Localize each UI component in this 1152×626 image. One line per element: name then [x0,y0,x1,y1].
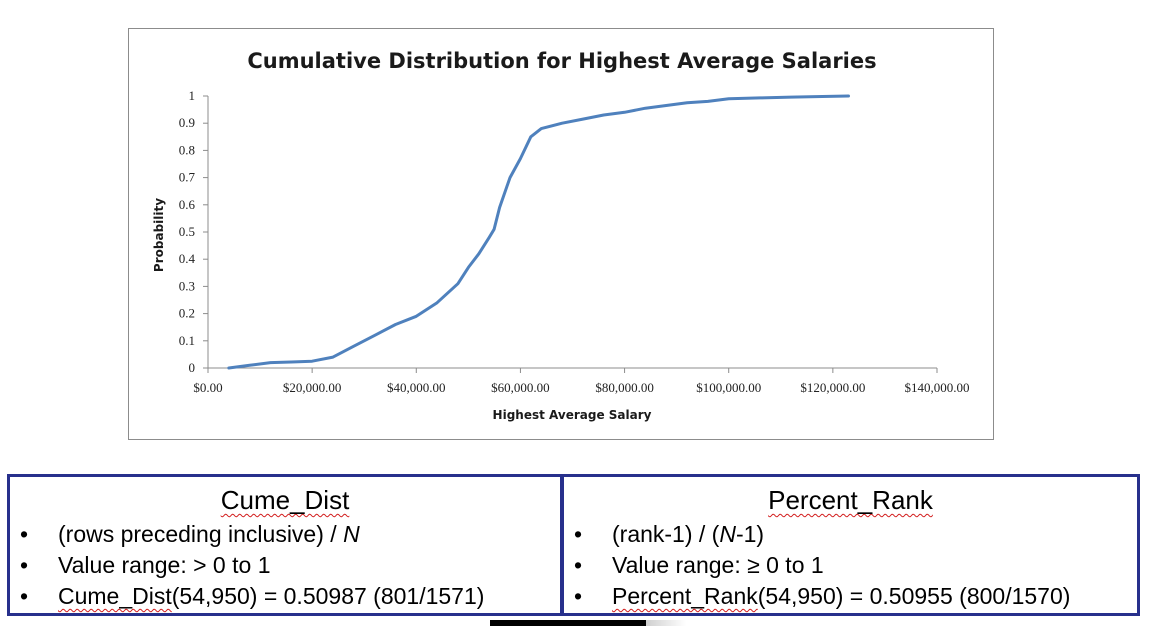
slide-edge-bar [490,620,646,626]
percent-rank-title: Percent_Rank [768,485,933,515]
cume-dist-box: Cume_Dist • (rows preceding inclusive) / … [7,474,563,616]
list-item: • Percent_Rank(54,950) = 0.50955 (800/157… [570,581,1070,612]
chart-container: Cumulative Distribution for Highest Aver… [128,28,994,440]
list-item: • Value range: ≥ 0 to 1 [570,550,1070,581]
percent-rank-box: Percent_Rank • (rank-1) / (N-1) • Value ra… [561,474,1140,616]
series-group [227,94,850,370]
y-tick-label: 0.7 [179,170,196,185]
x-tick-label: $140,000.00 [905,380,970,395]
x-tick-label: $100,000.00 [696,380,761,395]
cdf-chart: Cumulative Distribution for Highest Aver… [152,49,970,422]
y-tick-label: 0.1 [179,333,195,348]
bullet-icon: • [20,521,29,547]
x-axis-title: Highest Average Salary [493,408,652,422]
percent-rank-list: • (rank-1) / (N-1) • Value range: ≥ 0 to 1… [570,519,1070,612]
cdf-series-line [227,94,850,370]
bullet-icon: • [574,583,583,609]
x-axis: $0.00 $20,000.00 $40,000.00 $60,000.00 $80,0… [193,367,970,395]
y-tick-label: 0.5 [179,224,195,239]
y-axis: 0 0.1 0.2 0.3 0.4 0.5 0.6 0.7 0.8 0.9 1 [179,88,209,375]
list-item: • Cume_Dist(54,950) = 0.50987 (801/1571) [16,581,484,612]
y-tick-label: 0 [189,360,196,375]
x-tick-label: $120,000.00 [800,380,865,395]
cume-dist-title: Cume_Dist [220,485,350,515]
x-tick-label: $60,000.00 [491,380,550,395]
bullet-icon: • [574,521,583,547]
x-tick-label: $0.00 [193,380,222,395]
list-item: • Value range: > 0 to 1 [16,550,484,581]
list-item: • (rank-1) / (N-1) [570,519,1070,550]
y-tick-label: 0.6 [179,197,196,212]
bullet-icon: • [574,552,583,578]
bullet-icon: • [20,552,29,578]
slide-edge-fade [646,620,686,626]
y-axis-title: Probability [152,198,166,272]
y-tick-label: 1 [189,88,196,103]
x-tick-label: $80,000.00 [595,380,654,395]
chart-title: Cumulative Distribution for Highest Aver… [247,49,876,73]
y-tick-label: 0.2 [179,306,195,321]
y-tick-label: 0.9 [179,115,195,130]
cume-dist-list: • (rows preceding inclusive) / N • Value r… [16,519,484,612]
x-tick-label: $20,000.00 [283,380,342,395]
bullet-icon: • [20,583,29,609]
y-tick-label: 0.3 [179,278,195,293]
x-tick-label: $40,000.00 [387,380,446,395]
y-tick-label: 0.4 [179,251,196,266]
y-tick-label: 0.8 [179,142,195,157]
list-item: • (rows preceding inclusive) / N [16,519,484,550]
